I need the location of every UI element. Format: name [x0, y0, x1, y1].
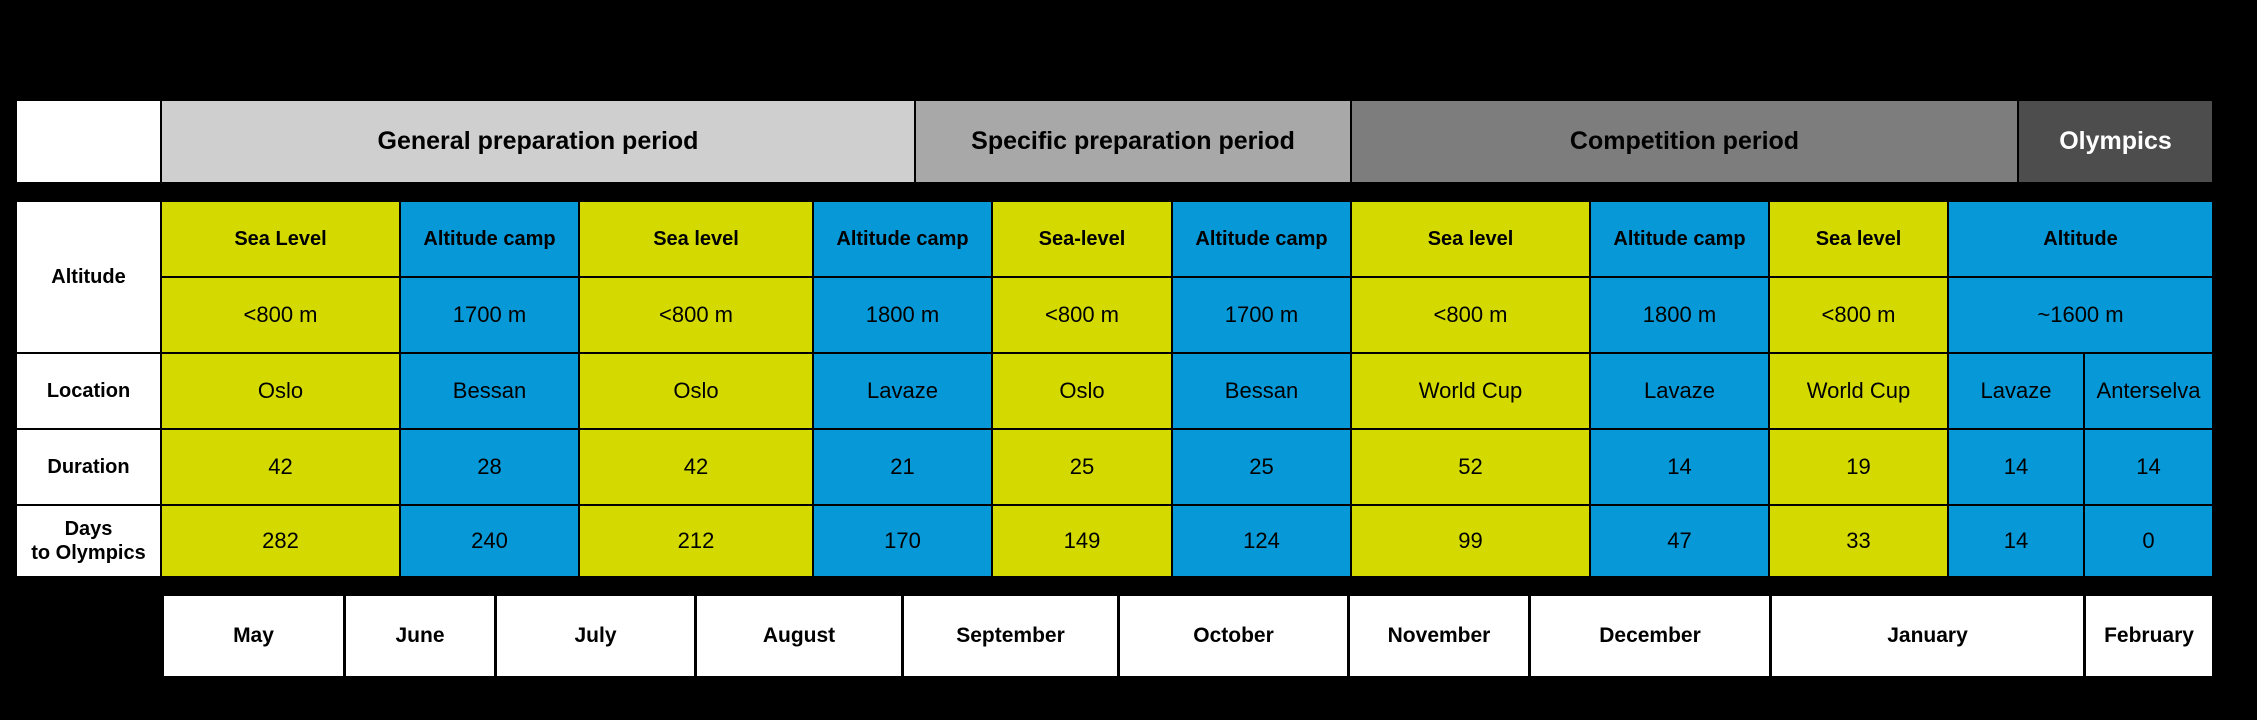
row-label-duration: Duration: [17, 430, 160, 504]
block-elevation: 1800 m: [1591, 278, 1768, 352]
month-cell: December: [1531, 596, 1769, 676]
block-type: Sea-level: [993, 202, 1171, 276]
final-sub-duration: 14: [1949, 430, 2083, 504]
days-label-line2: to Olympics: [31, 542, 146, 564]
block-elevation: <800 m: [1352, 278, 1589, 352]
block-elevation: 1700 m: [401, 278, 578, 352]
block-elevation: <800 m: [1770, 278, 1947, 352]
block-type: Sea Level: [162, 202, 399, 276]
block-location: Bessan: [1173, 354, 1350, 428]
final-block-type: Altitude: [1949, 202, 2212, 276]
block-elevation: <800 m: [580, 278, 812, 352]
block-days-to-olympics: 282: [162, 506, 399, 576]
block-duration: 25: [1173, 430, 1350, 504]
block-type: Altitude camp: [1591, 202, 1768, 276]
block-elevation: <800 m: [993, 278, 1171, 352]
month-cell: June: [346, 596, 494, 676]
block-duration: 52: [1352, 430, 1589, 504]
corner-blank-cell: [17, 101, 160, 182]
block-location: Lavaze: [814, 354, 991, 428]
final-sub-location: Lavaze: [1949, 354, 2083, 428]
block-days-to-olympics: 240: [401, 506, 578, 576]
period-olympics: Olympics: [2019, 101, 2212, 182]
row-label-altitude: Altitude: [17, 202, 160, 352]
block-elevation: 1800 m: [814, 278, 991, 352]
month-cell: September: [904, 596, 1117, 676]
block-days-to-olympics: 212: [580, 506, 812, 576]
block-type: Sea level: [580, 202, 812, 276]
block-duration: 25: [993, 430, 1171, 504]
block-duration: 19: [1770, 430, 1947, 504]
block-days-to-olympics: 47: [1591, 506, 1768, 576]
row-label-location: Location: [17, 354, 160, 428]
month-cell: May: [164, 596, 343, 676]
block-duration: 42: [580, 430, 812, 504]
period-general: General preparation period: [162, 101, 914, 182]
days-label-line1: Days: [64, 518, 113, 540]
month-cell: February: [2086, 596, 2212, 676]
block-location: Oslo: [580, 354, 812, 428]
block-duration: 28: [401, 430, 578, 504]
block-days-to-olympics: 33: [1770, 506, 1947, 576]
month-cell: July: [497, 596, 694, 676]
final-sub-location: Anterselva: [2085, 354, 2212, 428]
block-days-to-olympics: 149: [993, 506, 1171, 576]
block-location: Bessan: [401, 354, 578, 428]
final-sub-days-to-olympics: 0: [2085, 506, 2212, 576]
block-location: Lavaze: [1591, 354, 1768, 428]
block-elevation: <800 m: [162, 278, 399, 352]
final-block-elevation: ~1600 m: [1949, 278, 2212, 352]
block-elevation: 1700 m: [1173, 278, 1350, 352]
block-location: Oslo: [993, 354, 1171, 428]
final-sub-days-to-olympics: 14: [1949, 506, 2083, 576]
month-cell: November: [1350, 596, 1528, 676]
block-type: Altitude camp: [814, 202, 991, 276]
period-competition: Competition period: [1352, 101, 2017, 182]
month-cell: August: [697, 596, 901, 676]
period-specific: Specific preparation period: [916, 101, 1350, 182]
block-days-to-olympics: 99: [1352, 506, 1589, 576]
block-location: World Cup: [1352, 354, 1589, 428]
block-days-to-olympics: 170: [814, 506, 991, 576]
block-type: Altitude camp: [1173, 202, 1350, 276]
block-location: Oslo: [162, 354, 399, 428]
final-sub-duration: 14: [2085, 430, 2212, 504]
block-days-to-olympics: 124: [1173, 506, 1350, 576]
block-type: Altitude camp: [401, 202, 578, 276]
block-duration: 14: [1591, 430, 1768, 504]
month-cell: January: [1772, 596, 2083, 676]
block-duration: 42: [162, 430, 399, 504]
row-label-days-to-olympics: Days to Olympics: [17, 506, 160, 576]
block-type: Sea level: [1770, 202, 1947, 276]
month-cell: October: [1120, 596, 1347, 676]
block-type: Sea level: [1352, 202, 1589, 276]
block-location: World Cup: [1770, 354, 1947, 428]
block-duration: 21: [814, 430, 991, 504]
